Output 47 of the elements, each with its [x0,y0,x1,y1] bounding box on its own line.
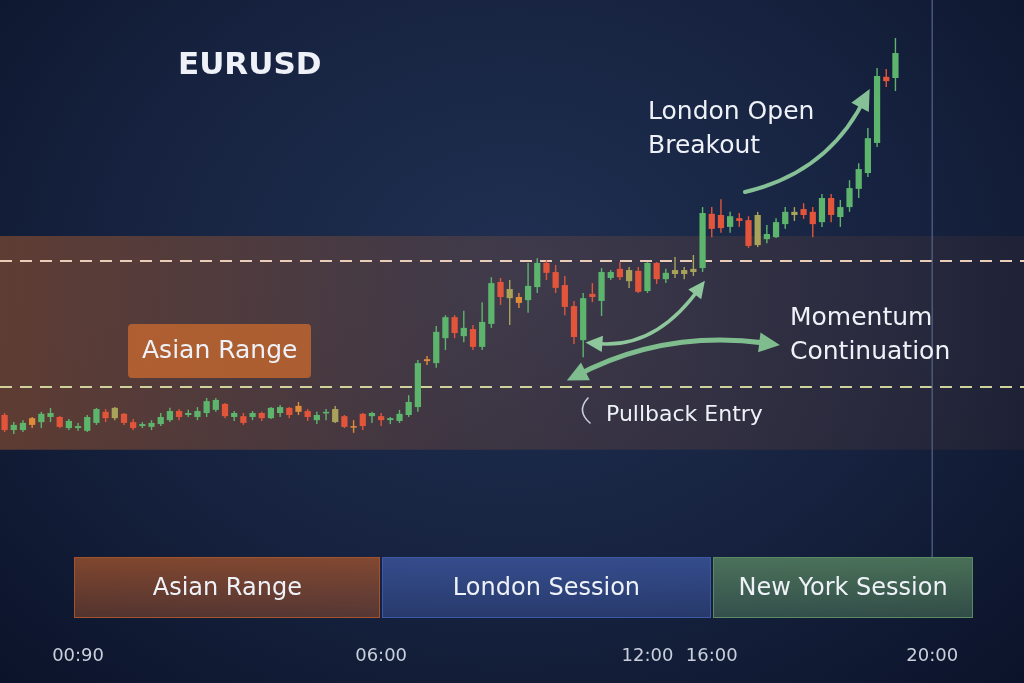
x-tick-label: 06:00 [355,644,408,666]
candlestick [717,198,725,234]
candlestick [451,314,458,339]
candlestick [524,262,532,314]
candlestick [543,259,550,281]
candlestick [708,206,715,238]
annotation: London Open Breakout [648,95,815,159]
text: Asian Range [152,572,302,601]
text: New York Session [738,572,948,601]
candlestick [772,217,780,239]
candlestick [653,261,660,285]
x-tick-label: 12:00 [621,644,674,666]
text: London Session [452,572,641,601]
candlestick [635,266,642,294]
candlestick [846,179,853,213]
x-tick-label: 20:00 [906,644,959,666]
candlestick [561,275,568,316]
candlestick [727,211,734,234]
x-tick-label: 00:90 [52,644,104,666]
candlestick [405,394,412,418]
candlestick [763,224,770,244]
candlestick [837,199,844,228]
candlestick [469,324,477,351]
annotation: Pullback Entry [606,400,763,426]
candlestick [855,162,862,199]
candlestick [74,422,82,432]
candlestick [203,397,210,418]
chart-title: EURUSD [178,45,322,82]
candlestick [690,254,697,277]
band-label: Asian Range [142,335,298,365]
candlestick [809,206,816,238]
candlestick [1,412,8,433]
annotation: Momentum Continuation [790,301,951,365]
candlestick [552,264,559,294]
candlestick [782,206,789,230]
candlestick [460,310,467,343]
candlestick [506,279,513,326]
candlestick [368,411,376,424]
candlestick [378,412,385,427]
candlestick [671,256,679,279]
x-tick-label: 16:00 [685,644,738,666]
candlestick [625,266,633,289]
candlestick [442,314,449,351]
candlestick [497,277,504,306]
candlestick [423,355,431,366]
candlestick [589,282,596,303]
candlestick [828,193,835,223]
